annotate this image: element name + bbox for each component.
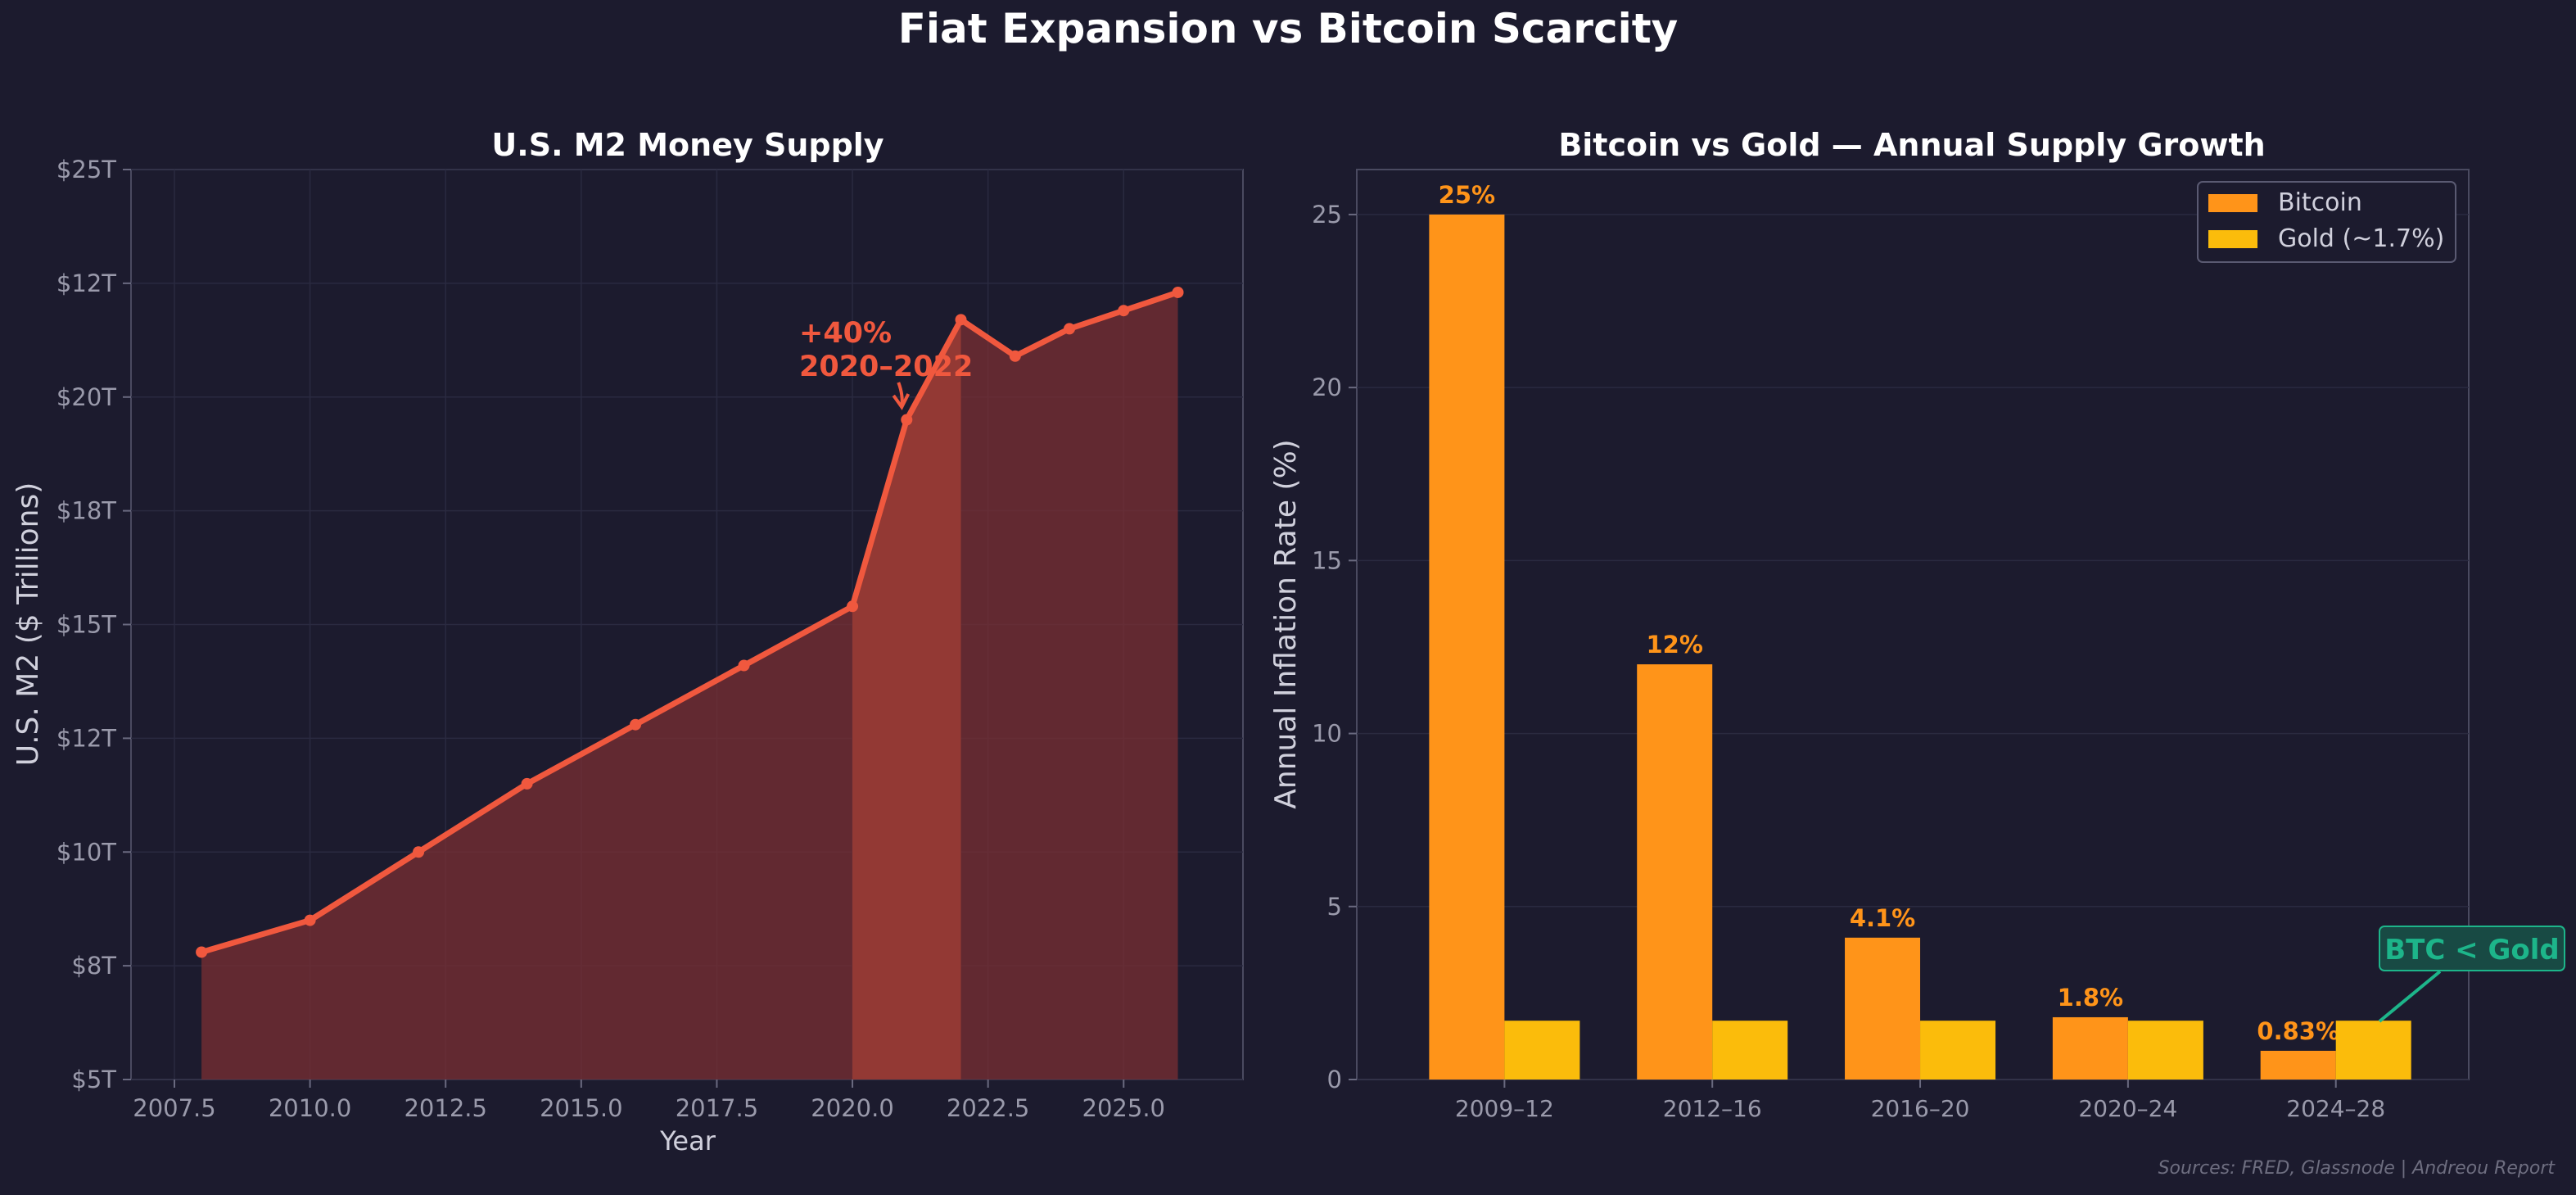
m2-y-axis-label: U.S. M2 ($ Trillions): [11, 482, 45, 766]
supply-xtick-label: 2024–28: [2286, 1095, 2385, 1122]
bitcoin-bar-label: 12%: [1646, 631, 1702, 659]
bitcoin-bar: [1637, 664, 1713, 1080]
m2-xtick-label: 2017.5: [676, 1094, 758, 1122]
supply-ytick-label: 20: [1312, 373, 1342, 401]
supply-legend: Bitcoin Gold (~1.7%): [2197, 181, 2456, 263]
btc-gold-callout: BTC < Gold: [2378, 926, 2565, 1023]
gold-bar: [2127, 1021, 2203, 1080]
m2-ytick-label: $5T: [71, 1066, 116, 1093]
callout-box: [2379, 926, 2565, 971]
legend-swatch-gold: [2208, 230, 2257, 248]
supply-y-axis: 0 5 10 15 20 25: [1312, 201, 1357, 1093]
supply-y-axis-label: Annual Inflation Rate (%): [1269, 439, 1303, 808]
m2-point: [901, 414, 913, 426]
m2-point: [847, 600, 859, 613]
legend-label-gold: Gold (~1.7%): [2278, 224, 2444, 253]
figure-title: Fiat Expansion vs Bitcoin Scarcity: [898, 5, 1679, 52]
supply-ytick-label: 10: [1312, 720, 1342, 748]
m2-annotation-arrowhead: [892, 393, 911, 410]
m2-annotation-years: 2020–2022: [799, 351, 973, 383]
m2-point: [1009, 350, 1021, 362]
supply-ytick-label: 15: [1312, 546, 1342, 574]
legend-label-bitcoin: Bitcoin: [2278, 188, 2362, 217]
supply-gridlines: [1357, 214, 2469, 1080]
m2-chart-title: U.S. M2 Money Supply: [491, 127, 884, 163]
m2-ytick-label: $15T: [56, 611, 116, 639]
callout-text: BTC < Gold: [2384, 934, 2559, 966]
legend-swatch-bitcoin: [2208, 194, 2257, 212]
m2-point: [955, 314, 967, 326]
m2-xtick-label: 2015.0: [540, 1094, 622, 1122]
supply-ytick-label: 25: [1312, 201, 1342, 229]
m2-ytick-label: $18T: [56, 497, 116, 525]
m2-xtick-label: 2007.5: [133, 1094, 215, 1122]
m2-x-axis: 2007.5 2010.0 2012.5 2015.0 2017.5 2020.0 2022…: [133, 1080, 1165, 1122]
bitcoin-bar: [1845, 937, 1921, 1080]
m2-x-axis-label: Year: [659, 1125, 716, 1157]
m2-point: [521, 777, 533, 790]
m2-point: [1118, 305, 1130, 317]
m2-point: [738, 659, 750, 672]
m2-annotation-pct: +40%: [799, 317, 892, 350]
legend-box: [2197, 181, 2456, 263]
m2-y-axis: $5T $8T $10T $12T $15T $18T $20T $12T $25T: [56, 156, 131, 1093]
m2-ytick-label: $20T: [56, 383, 116, 411]
supply-bars: 25% 12% 4.1% 1.8% 0.83%: [1429, 181, 2411, 1080]
bitcoin-bar-label: 1.8%: [2058, 984, 2123, 1012]
supply-xtick-label: 2012–16: [1663, 1095, 1762, 1122]
supply-ytick-label: 5: [1327, 893, 1342, 921]
supply-growth-chart: Bitcoin vs Gold — Annual Supply Growth 2…: [1269, 127, 2565, 1122]
bitcoin-bar: [2260, 1050, 2336, 1080]
supply-xtick-label: 2020–24: [2078, 1095, 2177, 1122]
m2-point: [1064, 323, 1076, 335]
m2-xtick-label: 2020.0: [811, 1094, 893, 1122]
m2-point: [196, 946, 208, 958]
m2-chart: U.S. M2 Money Supply $5T$8T$10T$12T$15T$…: [11, 127, 1244, 1157]
supply-ytick-label: 0: [1327, 1066, 1342, 1093]
callout-arrow: [2378, 970, 2442, 1023]
m2-xtick-label: 2010.0: [269, 1094, 351, 1122]
m2-ytick-label: $25T: [56, 156, 116, 183]
bitcoin-bar-label: 4.1%: [1850, 904, 1915, 932]
m2-point: [630, 718, 642, 731]
bitcoin-bar-label: 0.83%: [2257, 1017, 2339, 1045]
m2-ytick-label: $10T: [56, 838, 116, 866]
gold-bar: [2335, 1021, 2411, 1080]
supply-x-axis: 2009–12 2012–16 2016–20 2020–24 2024–28: [1455, 1080, 2385, 1122]
m2-highlight-area: [852, 319, 961, 1080]
bitcoin-bar-label: 25%: [1439, 181, 1495, 209]
m2-point: [1172, 286, 1184, 298]
m2-xtick-label: 2025.0: [1082, 1094, 1165, 1122]
m2-area-fill: [201, 292, 1178, 1080]
supply-xtick-label: 2016–20: [1871, 1095, 1970, 1122]
m2-point: [304, 914, 316, 926]
bitcoin-bar: [1429, 214, 1505, 1080]
m2-xtick-label: 2022.5: [947, 1094, 1029, 1122]
supply-chart-title: Bitcoin vs Gold — Annual Supply Growth: [1558, 127, 2265, 163]
m2-ytick-label: $8T: [71, 952, 116, 980]
gold-bar: [1504, 1021, 1580, 1080]
bitcoin-bar: [2052, 1016, 2128, 1080]
m2-point: [413, 846, 425, 858]
source-note: Sources: FRED, Glassnode | Andreou Repor…: [2158, 1158, 2556, 1179]
m2-ytick-label: $12T: [56, 269, 116, 297]
m2-series: [196, 286, 1184, 958]
gold-bar: [1920, 1021, 1996, 1080]
m2-ytick-label: $12T: [56, 724, 116, 752]
m2-xtick-label: 2012.5: [404, 1094, 486, 1122]
gold-bar: [1712, 1021, 1788, 1080]
m2-annotation: +40% 2020–2022: [799, 317, 973, 410]
supply-xtick-label: 2009–12: [1455, 1095, 1554, 1122]
